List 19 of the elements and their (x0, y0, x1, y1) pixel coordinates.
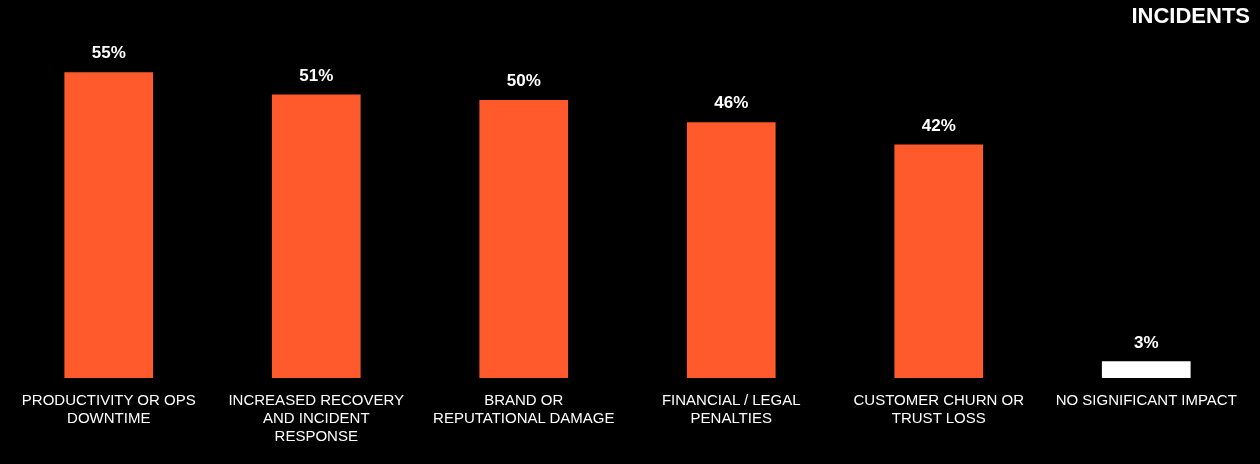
data-label: 55% (91, 43, 126, 63)
bar (894, 144, 984, 378)
data-label: 42% (921, 115, 956, 135)
x-tick-label: FINANCIAL / LEGAL PENALTIES (661, 391, 801, 427)
x-tick-label: NO SIGNIFICANT IMPACT (1055, 391, 1237, 409)
data-label: 51% (299, 65, 334, 85)
bar (1101, 361, 1191, 378)
x-tick-label: BRAND OR REPUTATIONAL DAMAGE (433, 391, 615, 427)
x-tick-label: INCREASED RECOVERY AND INCIDENT RESPONSE (228, 391, 405, 445)
bar (271, 94, 361, 378)
data-label: 3% (1133, 332, 1159, 352)
bar (686, 122, 776, 378)
data-label: 50% (506, 71, 541, 91)
chart-title: INCIDENTS (1131, 3, 1250, 29)
x-tick-label: PRODUCTIVITY OR OPS DOWNTIME (21, 391, 196, 427)
data-label: 46% (714, 93, 749, 113)
bar (64, 72, 154, 378)
bar (479, 100, 569, 378)
x-tick-label: CUSTOMER CHURN OR TRUST LOSS (853, 391, 1025, 427)
